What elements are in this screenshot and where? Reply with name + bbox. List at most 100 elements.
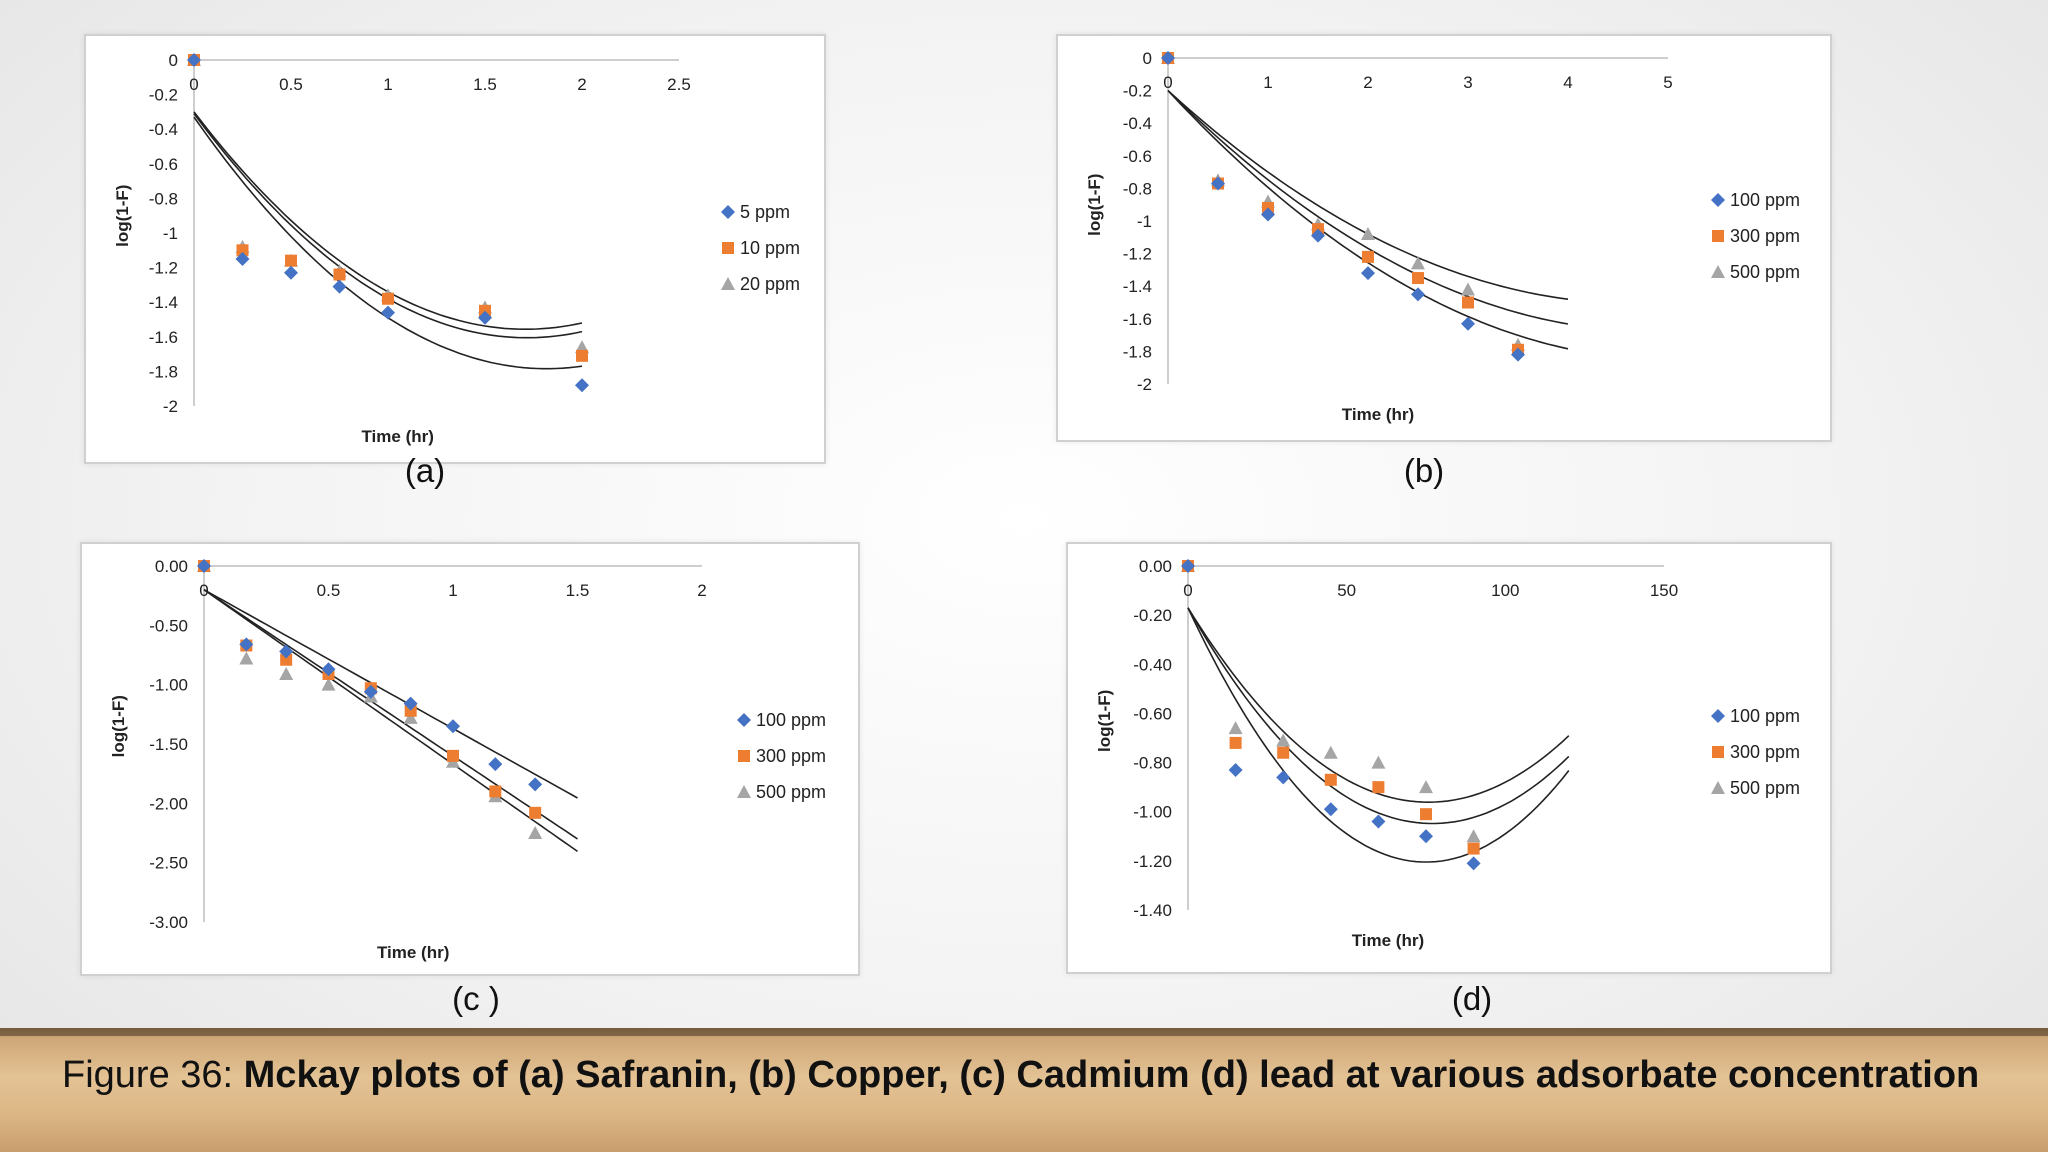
x-axis-title: Time (hr) [1342, 405, 1414, 424]
legend-label: 500 ppm [756, 782, 826, 802]
y-tick-label: -0.20 [1133, 606, 1172, 625]
data-point [332, 279, 347, 294]
legend-marker [737, 785, 751, 798]
legend-marker [721, 205, 735, 219]
x-tick-label: 1 [383, 75, 392, 94]
legend-marker [1712, 230, 1724, 242]
data-point [236, 244, 249, 257]
x-tick-label: 2 [1363, 73, 1372, 92]
data-point [1466, 829, 1481, 843]
x-axis-title: Time (hr) [377, 943, 449, 962]
data-point [285, 254, 297, 267]
legend-label: 10 ppm [740, 238, 800, 258]
data-point [239, 651, 254, 665]
x-tick-label: 2 [697, 581, 706, 600]
data-point [279, 666, 294, 680]
data-point [403, 696, 418, 711]
data-point [528, 777, 543, 792]
data-point [1511, 347, 1525, 362]
data-point [404, 704, 417, 717]
data-point [403, 710, 418, 724]
x-tick-label: 1 [1263, 73, 1272, 92]
panel-label-d: (d) [1451, 980, 1493, 1017]
legend-marker [738, 750, 750, 762]
y-tick-label: -3.00 [149, 913, 188, 932]
data-point [1228, 762, 1243, 777]
x-tick-label: 1.5 [473, 75, 497, 94]
data-point [1461, 316, 1475, 331]
y-tick-label: -1.2 [1123, 245, 1152, 264]
y-tick-label: -1.40 [1133, 901, 1172, 920]
legend-label: 100 ppm [756, 710, 826, 730]
legend-label: 500 ppm [1730, 778, 1800, 798]
panel-label-b: (b) [1403, 452, 1445, 489]
data-point [333, 268, 346, 281]
data-point [235, 251, 250, 266]
data-point [284, 265, 298, 280]
data-point [478, 310, 492, 325]
data-point [488, 757, 503, 772]
legend-label: 100 ppm [1730, 190, 1800, 210]
footer-bar [0, 1028, 2048, 1152]
data-point [1371, 755, 1386, 769]
data-point [489, 785, 502, 798]
data-point [576, 349, 588, 362]
y-tick-label: -1.6 [1123, 310, 1152, 329]
data-point [1462, 296, 1474, 309]
x-axis-title: Time (hr) [361, 427, 433, 446]
x-tick-label: 100 [1491, 581, 1519, 600]
data-point [1361, 266, 1375, 281]
data-point [1420, 808, 1432, 821]
data-point [1371, 814, 1386, 829]
y-tick-label: 0 [1143, 49, 1152, 68]
caption-prefix: Figure 36: [62, 1054, 244, 1096]
data-point [1361, 227, 1375, 241]
x-axis-title: Time (hr) [1352, 931, 1424, 950]
legend-marker [1711, 193, 1725, 207]
y-tick-label: -1.8 [149, 362, 178, 381]
y-tick-label: 0.00 [155, 557, 188, 576]
y-axis-title: log(1-F) [1095, 690, 1114, 752]
data-point [1276, 770, 1291, 785]
panel-label-a: (a) [404, 452, 446, 489]
legend-marker [1711, 781, 1725, 794]
data-point [1311, 228, 1325, 243]
y-tick-label: -0.8 [149, 189, 178, 208]
data-point [447, 749, 459, 762]
data-point [280, 653, 293, 666]
data-point [381, 305, 395, 320]
fit-curve [203, 589, 578, 853]
legend-marker [1712, 746, 1724, 758]
legend-label: 20 ppm [740, 274, 800, 294]
chart-a-svg: 0 0.5 1 1.5 2 2.5 0 -0.2 -0.4 -0.6 -0.8 -1 -1.2 -1.4 -… [113, 51, 800, 446]
y-tick-label: -1.00 [1133, 803, 1172, 822]
data-point [197, 559, 211, 573]
chart-panel-a: 0 0.5 1 1.5 2 2.5 0 -0.2 -0.4 -0.6 -0.8 -1 -1.2 -1.4 -… [84, 34, 826, 464]
data-point [1324, 773, 1337, 786]
chart-c-svg: 0 0.5 1 1.5 20.00-0.50-1.00-1.50-2.00-2.50-3… [109, 557, 826, 962]
x-tick-label: 150 [1650, 581, 1678, 600]
data-point [1277, 746, 1290, 759]
x-tick-label: 0 [1163, 73, 1172, 92]
legend-label: 300 ppm [756, 746, 826, 766]
data-point [1323, 802, 1338, 817]
legend-label: 500 ppm [1730, 262, 1800, 282]
data-point [321, 677, 336, 691]
y-tick-label: -0.2 [149, 86, 178, 105]
data-point [1412, 272, 1424, 285]
y-axis-title: log(1-F) [113, 185, 132, 247]
x-tick-label: 2.5 [667, 75, 691, 94]
x-tick-label: 0.5 [317, 581, 341, 600]
chart-d-svg: 0 50 100 150 0.00 -0.20 -0.40 -0.60 -0.80 -1.00 -1… [1095, 557, 1800, 950]
data-point [1211, 176, 1225, 191]
data-point [279, 644, 294, 659]
caption-bold-text: Mckay plots of (a) Safranin, (b) Copper,… [243, 1054, 1980, 1096]
data-point [239, 637, 254, 652]
y-tick-label: -1.8 [1123, 342, 1152, 361]
x-tick-label: 50 [1337, 581, 1356, 600]
x-tick-label: 1.5 [566, 581, 590, 600]
data-point [1372, 781, 1385, 794]
data-point [1229, 736, 1242, 749]
y-tick-label: -0.40 [1133, 655, 1172, 674]
data-point [1161, 51, 1175, 65]
